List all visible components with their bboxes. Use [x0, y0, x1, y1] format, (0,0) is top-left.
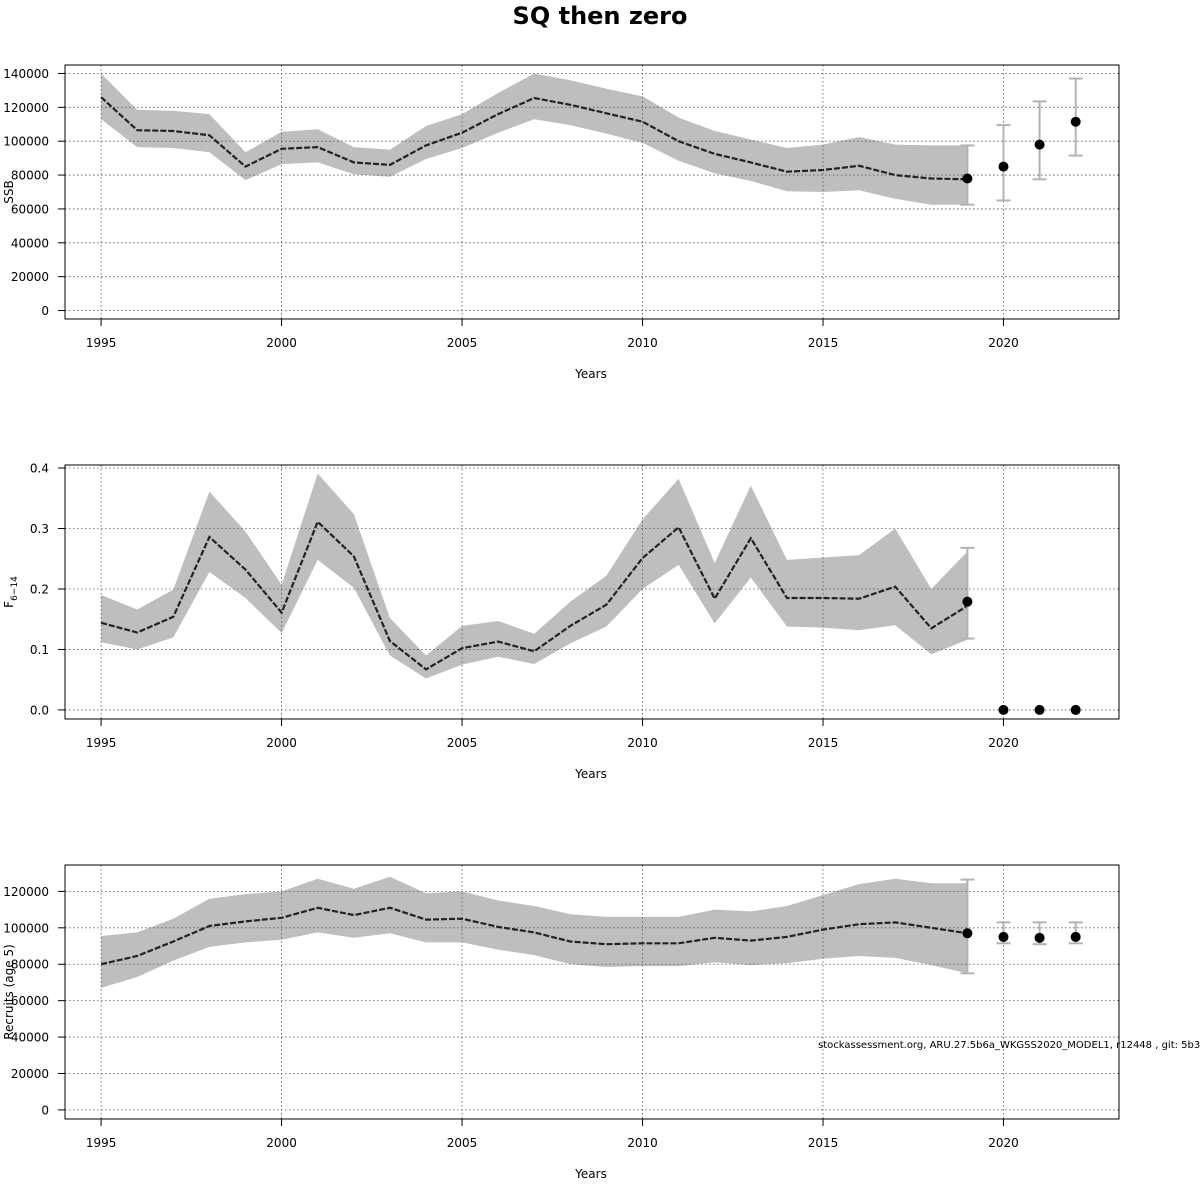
recruits-y-tick-label: 40000: [11, 1031, 49, 1045]
recruits-confidence-band: [101, 876, 968, 988]
recruits-y-axis-label: Recruits (age 5): [2, 944, 16, 1040]
ssb-y-tick-label: 60000: [11, 202, 49, 216]
recruits-x-tick-label: 2005: [447, 1136, 478, 1150]
ssb-x-axis-label: Years: [574, 367, 607, 381]
recruits-panel: 1995 2000 2005 2010 2015 2020 0 20000 40000 60000…: [2, 864, 1120, 1181]
f-x-tick-label: 2005: [447, 736, 478, 750]
f-y-tick-label: 0.4: [30, 462, 49, 476]
ssb-forecast-point: [1070, 116, 1081, 127]
source-footnote: stockassessment.org, ARU.27.5b6a_WKGSS20…: [818, 1040, 1200, 1051]
ssb-forecast-point: [998, 161, 1009, 172]
f-forecast-point: [1070, 704, 1081, 715]
recruits-estimate-line: [100, 906, 968, 966]
ssb-x-tick-label: 2020: [988, 336, 1019, 350]
recruits-y-tick-label: 60000: [11, 994, 49, 1008]
chart-title: SQ then zero: [512, 2, 688, 30]
ssb-y-tick-label: 100000: [3, 135, 49, 149]
ssb-y-tick-label: 40000: [11, 236, 49, 250]
f-estimate-line: [100, 519, 968, 671]
f-y-axis-label-subscript: 6−14: [10, 576, 20, 601]
f-x-tick-label: 2015: [808, 736, 839, 750]
recruits-x-tick-label: 2010: [627, 1136, 658, 1150]
ssb-y-tick-label: 20000: [11, 270, 49, 284]
recruits-y-tick-label: 120000: [3, 885, 49, 899]
recruits-plot-frame: [64, 864, 1120, 1120]
recruits-y-tick-label: 20000: [11, 1067, 49, 1081]
f-y-axis-label: F6−14: [2, 576, 20, 608]
ssb-x-tick-label: 2000: [266, 336, 297, 350]
ssb-y-tick-label: 140000: [3, 67, 49, 81]
f-forecast-point: [1034, 704, 1045, 715]
recruits-x-tick-label: 1995: [86, 1136, 117, 1150]
recruits-forecast-point: [1034, 932, 1045, 943]
f-y-tick-label: 0.2: [30, 582, 49, 596]
recruits-forecast-point: [962, 928, 973, 939]
f-y-tick-label: 0.0: [30, 703, 49, 717]
ssb-y-tick-label: 0: [41, 304, 49, 318]
ssb-forecast-point: [962, 173, 973, 184]
f-y-tick-label: 0.3: [30, 522, 49, 536]
f-x-tick-label: 2000: [266, 736, 297, 750]
ssb-y-tick-label: 80000: [11, 169, 49, 183]
fishing-mortality-panel: 1995 2000 2005 2010 2015 2020 0.0 0.1 0.2 0.3 0.4 Y…: [2, 462, 1120, 781]
f-x-axis-label: Years: [574, 767, 607, 781]
f-confidence-band: [101, 473, 968, 679]
ssb-y-tick-label: 120000: [3, 101, 49, 115]
recruits-forecast-point: [1070, 931, 1081, 942]
ssb-x-tick-label: 2005: [447, 336, 478, 350]
f-x-tick-label: 1995: [86, 736, 117, 750]
ssb-y-axis-label: SSB: [2, 180, 16, 203]
recruits-forecast-point: [998, 931, 1009, 942]
recruits-y-tick-label: 100000: [3, 921, 49, 935]
ssb-plot-frame: [64, 64, 1120, 320]
ssb-forecast-point: [1034, 139, 1045, 150]
f-forecast-point: [962, 596, 973, 607]
f-x-tick-label: 2010: [627, 736, 658, 750]
ssb-x-tick-label: 1995: [86, 336, 117, 350]
f-y-tick-label: 0.1: [30, 643, 49, 657]
f-forecast-point: [998, 704, 1009, 715]
recruits-y-tick-label: 0: [41, 1103, 49, 1117]
f-x-tick-label: 2020: [988, 736, 1019, 750]
ssb-panel: 1995 2000 2005 2010 2015 2020 0 20000 40000 60000…: [2, 64, 1120, 381]
recruits-y-tick-label: 80000: [11, 958, 49, 972]
recruits-x-tick-label: 2000: [266, 1136, 297, 1150]
f-plot-frame: [64, 464, 1120, 720]
ssb-x-tick-label: 2010: [627, 336, 658, 350]
recruits-x-tick-label: 2015: [808, 1136, 839, 1150]
ssb-estimate-line: [100, 96, 968, 181]
ssb-x-tick-label: 2015: [808, 336, 839, 350]
ssb-confidence-band: [101, 73, 968, 205]
recruits-x-axis-label: Years: [574, 1167, 607, 1181]
recruits-x-tick-label: 2020: [988, 1136, 1019, 1150]
